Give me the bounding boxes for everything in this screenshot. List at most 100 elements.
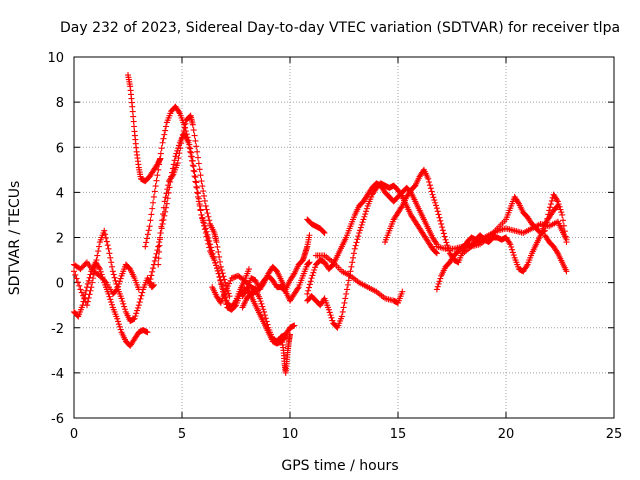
data-point <box>311 266 318 273</box>
data-point <box>308 275 315 282</box>
data-point <box>156 236 163 243</box>
series-arc-d <box>125 72 164 185</box>
data-point <box>114 315 121 322</box>
data-point <box>329 317 336 324</box>
y-tick-label: 4 <box>56 186 64 201</box>
data-point <box>523 262 530 269</box>
data-point <box>154 172 161 179</box>
data-point <box>180 128 187 135</box>
y-tick-label: 8 <box>56 96 64 111</box>
data-point <box>83 287 90 294</box>
data-point <box>554 198 561 205</box>
data-point <box>222 288 229 295</box>
data-point <box>349 259 356 266</box>
data-point <box>306 232 313 239</box>
data-point <box>559 211 566 218</box>
data-point <box>441 233 448 240</box>
data-point <box>80 263 87 270</box>
data-point <box>115 283 122 290</box>
data-point <box>241 277 248 284</box>
data-point <box>139 289 146 296</box>
data-point <box>201 197 208 204</box>
data-point <box>356 227 363 234</box>
data-point <box>179 135 185 142</box>
data-point <box>344 281 351 288</box>
series-arc-t <box>459 191 570 257</box>
data-point <box>106 293 113 300</box>
data-point <box>219 283 226 290</box>
data-point <box>158 145 165 152</box>
data-point <box>207 241 214 248</box>
data-point <box>83 284 90 291</box>
data-point <box>95 248 102 255</box>
data-point <box>398 192 405 199</box>
data-point <box>181 124 188 131</box>
data-point <box>204 210 211 217</box>
data-point <box>215 248 222 255</box>
data-point <box>199 214 206 221</box>
data-point <box>78 264 85 271</box>
data-point <box>205 213 212 220</box>
data-point <box>194 148 201 155</box>
data-point <box>109 268 116 275</box>
data-point <box>304 290 311 297</box>
data-point <box>430 194 437 201</box>
data-point <box>306 284 313 291</box>
data-point <box>179 131 186 138</box>
data-point <box>435 280 442 287</box>
data-point <box>242 278 249 285</box>
data-point <box>553 248 560 255</box>
data-point <box>108 299 115 306</box>
data-point <box>144 235 151 242</box>
chart-title: Day 232 of 2023, Sidereal Day-to-day VTE… <box>60 20 620 36</box>
data-point <box>287 331 293 338</box>
data-point <box>147 276 154 283</box>
data-point <box>114 286 121 293</box>
data-point <box>104 242 111 249</box>
data-point <box>101 227 108 234</box>
data-point <box>342 295 349 302</box>
data-point <box>218 266 225 273</box>
data-point <box>96 266 103 273</box>
y-axis-label: SDTVAR / TECUs <box>7 181 23 296</box>
data-point <box>84 280 91 287</box>
axis-ticks: 0 5 10 15 20 25 -6 -4 -2 0 2 4 6 8 10 <box>47 51 622 442</box>
data-point <box>213 265 220 272</box>
data-point <box>81 262 88 269</box>
data-point <box>115 280 122 287</box>
y-tick-label: -4 <box>51 367 64 382</box>
data-point <box>98 274 105 281</box>
data-point <box>348 263 355 270</box>
data-point <box>116 278 123 285</box>
data-point <box>77 286 84 293</box>
data-point <box>433 286 440 293</box>
data-point <box>82 291 89 298</box>
data-point <box>109 301 116 308</box>
data-point <box>163 123 170 130</box>
series-arc-o <box>304 180 440 331</box>
data-point <box>209 250 216 257</box>
x-tick-label: 20 <box>498 427 515 442</box>
data-point <box>437 275 444 282</box>
data-point <box>143 239 150 246</box>
data-point <box>223 285 230 292</box>
data-point <box>195 198 202 205</box>
data-point <box>146 223 153 230</box>
grid <box>74 57 614 418</box>
data-point <box>434 283 441 290</box>
data-point <box>161 131 168 138</box>
data-point <box>210 253 217 260</box>
data-point <box>437 217 444 224</box>
x-tick-label: 5 <box>178 427 186 442</box>
data-point <box>355 233 362 240</box>
data-point <box>433 205 440 212</box>
data-point <box>340 304 347 311</box>
data-point <box>232 299 239 306</box>
data-point <box>560 217 567 224</box>
series-arc-p <box>312 252 406 306</box>
y-tick-label: -2 <box>51 322 64 337</box>
data-point <box>113 287 120 294</box>
data-point <box>217 263 224 270</box>
data-point <box>134 304 141 311</box>
data-point <box>135 302 142 309</box>
